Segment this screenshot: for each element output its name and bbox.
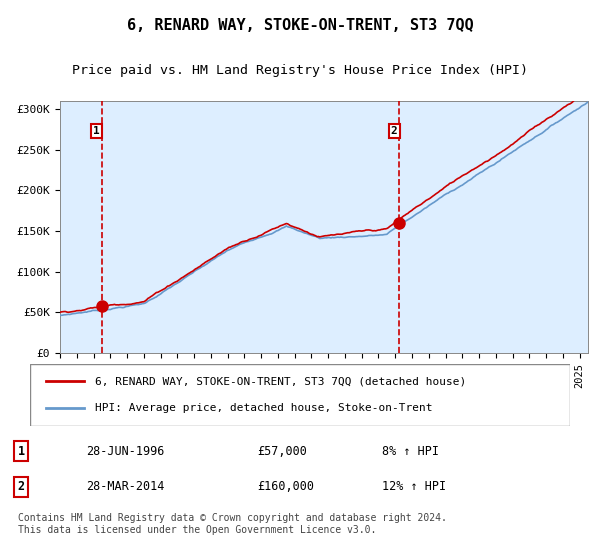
Text: 1: 1 [94, 126, 100, 136]
Text: 6, RENARD WAY, STOKE-ON-TRENT, ST3 7QQ: 6, RENARD WAY, STOKE-ON-TRENT, ST3 7QQ [127, 18, 473, 32]
Text: £57,000: £57,000 [257, 445, 307, 458]
Text: 28-JUN-1996: 28-JUN-1996 [86, 445, 164, 458]
FancyBboxPatch shape [30, 364, 570, 426]
Text: 8% ↑ HPI: 8% ↑ HPI [383, 445, 439, 458]
Text: 2: 2 [391, 126, 398, 136]
Text: 12% ↑ HPI: 12% ↑ HPI [383, 480, 446, 493]
Text: 2: 2 [18, 480, 25, 493]
Text: Contains HM Land Registry data © Crown copyright and database right 2024.
This d: Contains HM Land Registry data © Crown c… [18, 513, 446, 535]
Text: HPI: Average price, detached house, Stoke-on-Trent: HPI: Average price, detached house, Stok… [95, 403, 432, 413]
Text: 6, RENARD WAY, STOKE-ON-TRENT, ST3 7QQ (detached house): 6, RENARD WAY, STOKE-ON-TRENT, ST3 7QQ (… [95, 376, 466, 386]
Text: Price paid vs. HM Land Registry's House Price Index (HPI): Price paid vs. HM Land Registry's House … [72, 64, 528, 77]
Text: 1: 1 [18, 445, 25, 458]
Text: £160,000: £160,000 [257, 480, 314, 493]
Text: 28-MAR-2014: 28-MAR-2014 [86, 480, 164, 493]
